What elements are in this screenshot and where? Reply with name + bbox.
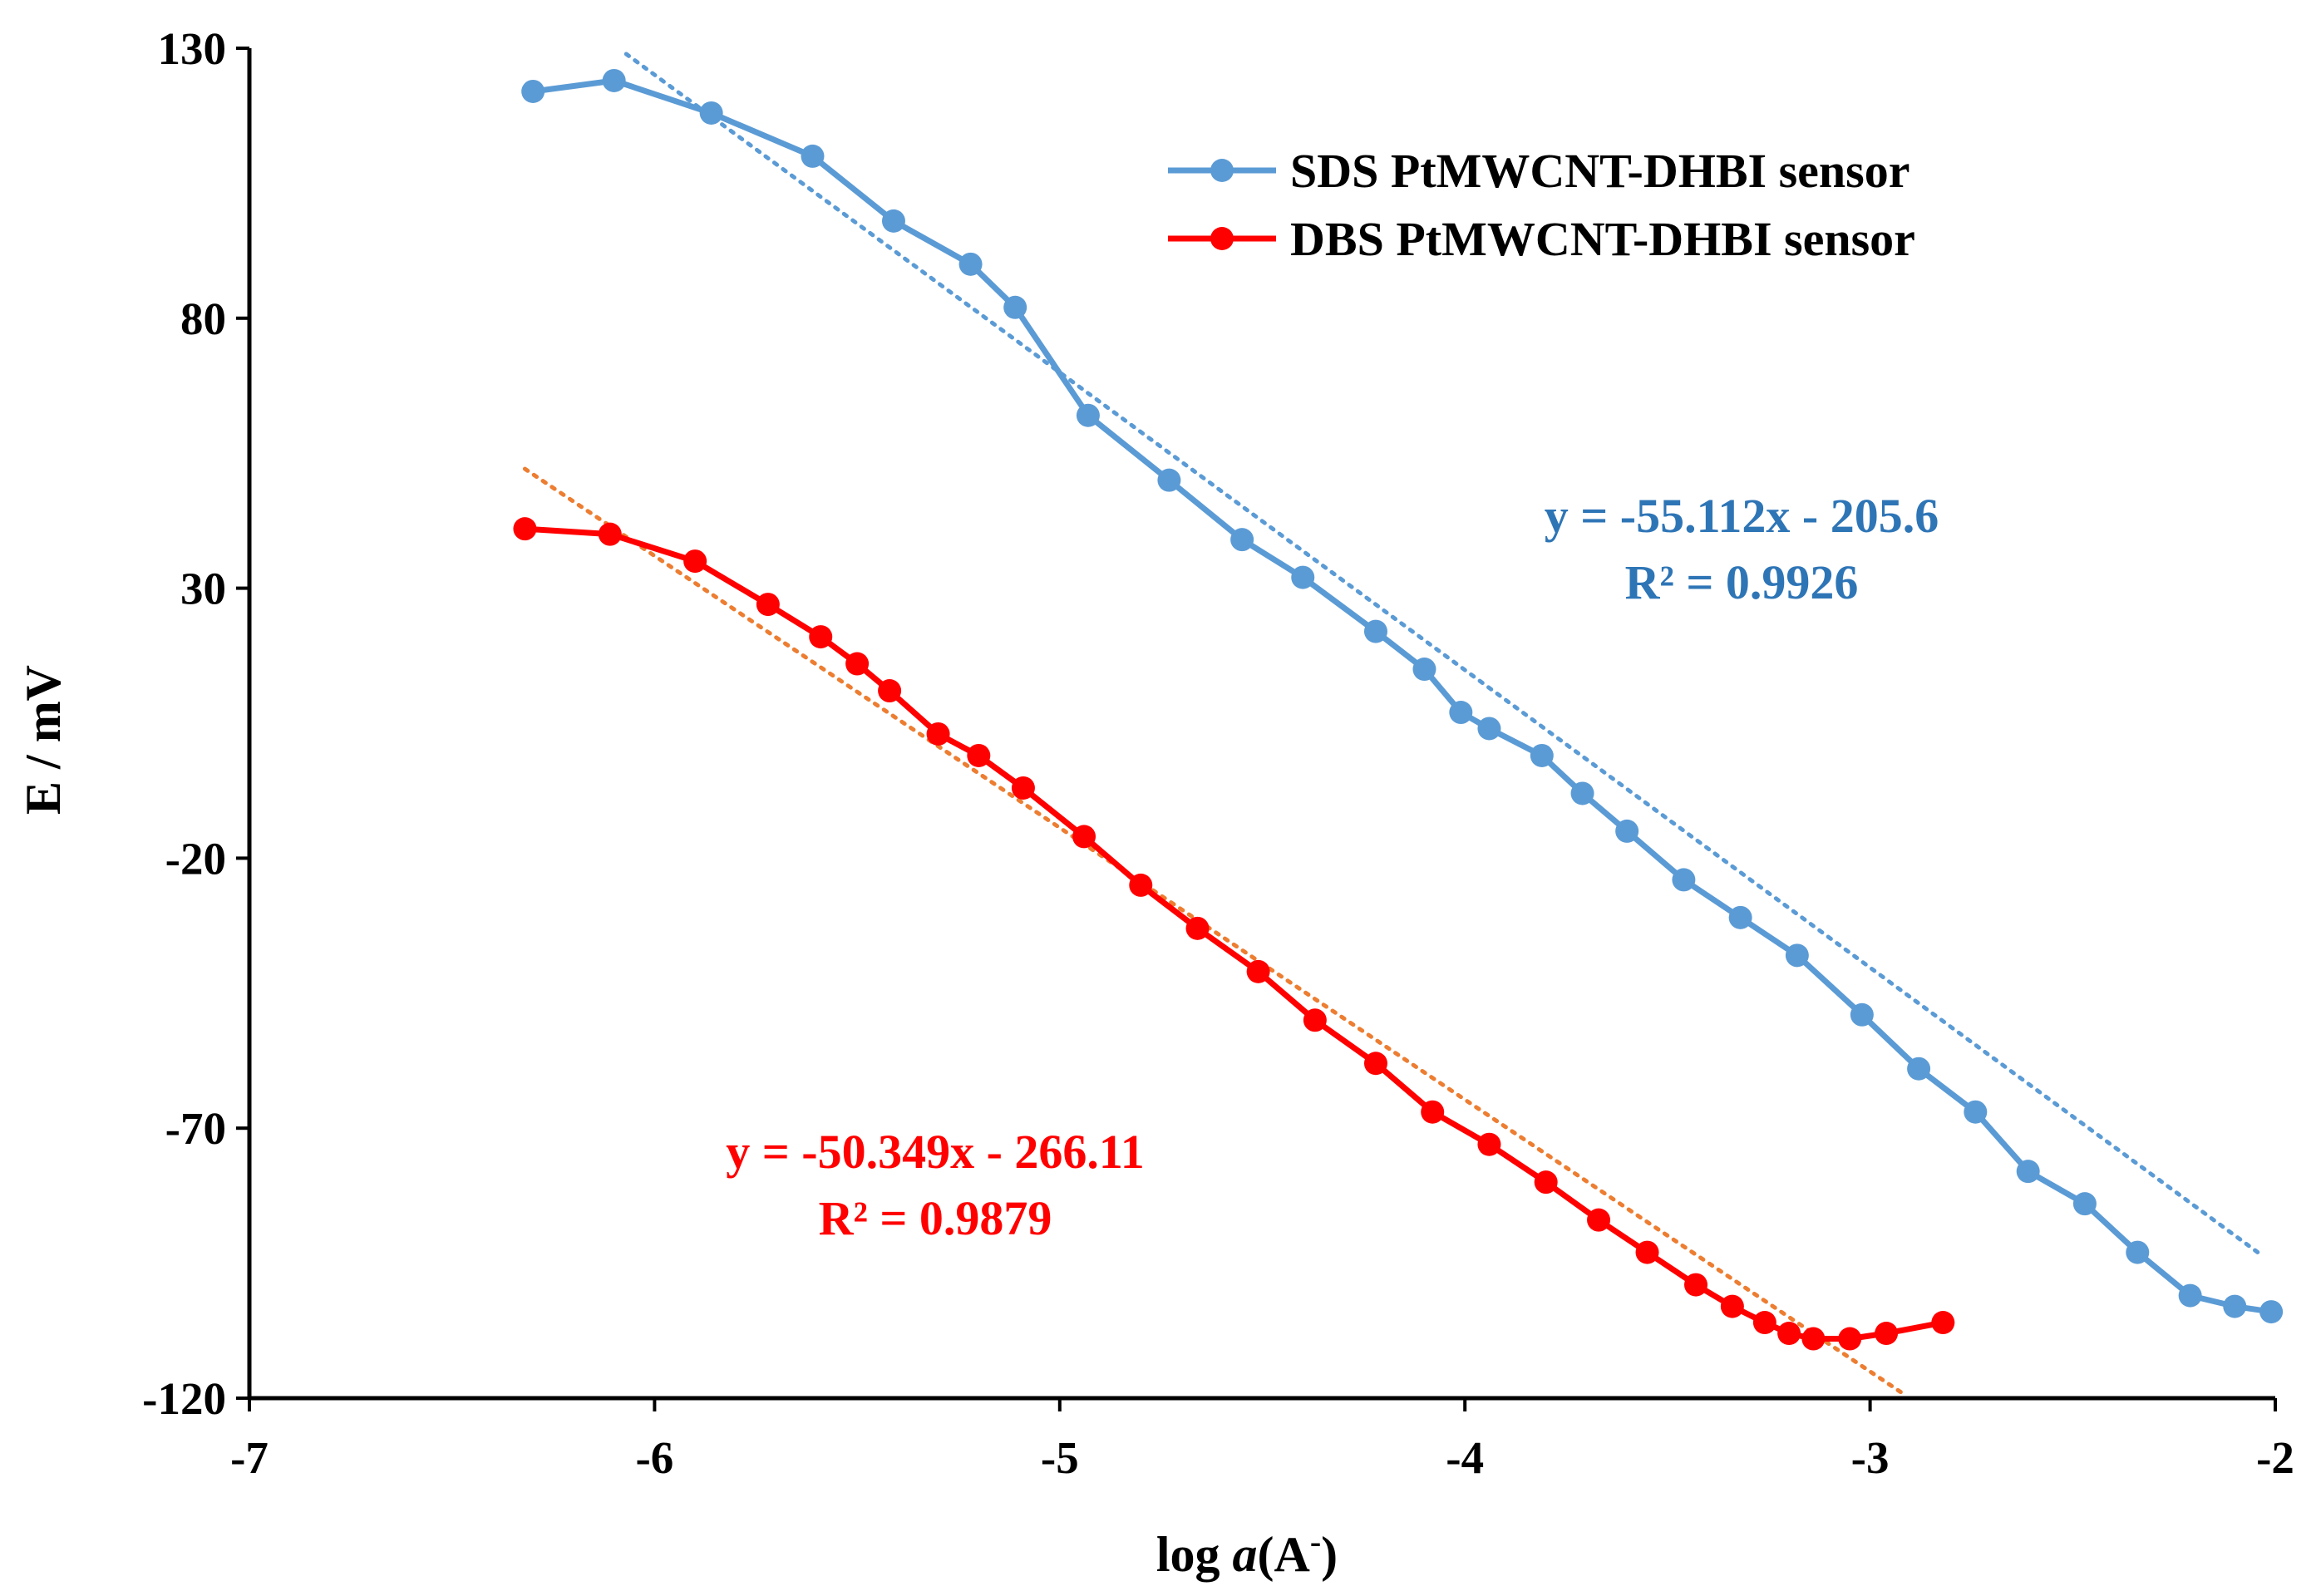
- y-tick-label: -70: [165, 1103, 226, 1154]
- data-point-sds: [1530, 743, 1554, 767]
- x-tick-label: -4: [1446, 1432, 1484, 1483]
- legend-marker-sds: [1210, 159, 1234, 182]
- y-axis-title: E / mV: [16, 665, 71, 815]
- data-point-sds: [2126, 1240, 2150, 1264]
- data-point-sds: [1785, 943, 1809, 968]
- legend-label-sds: SDS PtMWCNT-DHBI sensor: [1290, 144, 1909, 198]
- data-point-sds: [958, 252, 983, 276]
- data-point-dbs: [1129, 873, 1153, 897]
- legend-item-dbs: DBS PtMWCNT-DHBI sensor: [1168, 212, 1915, 266]
- data-point-dbs: [1185, 916, 1210, 940]
- x-tick-label: -7: [230, 1432, 269, 1483]
- trendline-sds: [623, 52, 2265, 1259]
- data-point-sds: [1363, 619, 1387, 643]
- sds-r2-text: R² = 0.9926: [1625, 555, 1859, 609]
- data-point-sds: [1964, 1100, 1988, 1124]
- data-point-dbs: [809, 625, 833, 649]
- data-point-dbs: [845, 652, 870, 676]
- data-point-sds: [1728, 905, 1752, 929]
- data-point-sds: [1449, 701, 1473, 725]
- data-point-dbs: [1587, 1208, 1611, 1232]
- data-point-dbs: [1875, 1322, 1899, 1346]
- sds-equation-annotation: y = -55.112x - 205.6 R² = 0.9926: [1545, 489, 1939, 609]
- y-tick-label: -120: [142, 1373, 226, 1424]
- data-point-sds: [1907, 1057, 1931, 1081]
- series-dbs: [513, 517, 1955, 1351]
- data-point-dbs: [878, 679, 902, 703]
- data-point-dbs: [683, 549, 707, 574]
- data-point-sds: [1230, 528, 1254, 552]
- data-point-sds: [881, 209, 905, 233]
- data-point-dbs: [1246, 959, 1270, 983]
- trendline-dbs: [522, 466, 1909, 1398]
- y-tick-label: -20: [165, 833, 226, 884]
- dbs-r2-text: R² = 0.9879: [819, 1191, 1052, 1245]
- data-point-dbs: [1720, 1294, 1744, 1318]
- data-point-sds: [1672, 868, 1696, 892]
- data-point-dbs: [1777, 1322, 1801, 1346]
- data-point-sds: [1076, 403, 1100, 427]
- x-tick-label: -3: [1851, 1432, 1890, 1483]
- y-tick-label: 80: [180, 293, 226, 344]
- dbs-equation-text: y = -50.349x - 266.11: [726, 1125, 1144, 1179]
- tick-labels: -7 -6 -5 -4 -3 -2 130 80 30 -20 -70 -120: [142, 23, 2294, 1483]
- data-point-dbs: [1477, 1132, 1501, 1156]
- data-point-sds: [1412, 658, 1436, 682]
- data-point-dbs: [1801, 1327, 1826, 1351]
- data-point-dbs: [1684, 1273, 1708, 1297]
- data-point-sds: [1291, 565, 1315, 589]
- data-point-sds: [1570, 781, 1594, 805]
- data-point-dbs: [967, 743, 991, 767]
- data-point-sds: [602, 68, 626, 92]
- data-point-dbs: [1011, 776, 1035, 800]
- data-point-dbs: [1421, 1100, 1445, 1124]
- data-point-dbs: [1303, 1008, 1327, 1032]
- data-point-dbs: [1534, 1170, 1558, 1195]
- data-point-sds: [2016, 1160, 2040, 1184]
- data-point-dbs: [1838, 1327, 1862, 1351]
- x-tick-label: -2: [2256, 1432, 2294, 1483]
- axes: [236, 47, 2277, 1411]
- data-point-sds: [2178, 1283, 2202, 1308]
- legend-marker-dbs: [1210, 227, 1234, 250]
- series-layer: [513, 68, 2284, 1351]
- data-point-dbs: [598, 522, 622, 546]
- legend-label-dbs: DBS PtMWCNT-DHBI sensor: [1290, 212, 1915, 266]
- data-point-sds: [1615, 819, 1639, 843]
- legend-item-sds: SDS PtMWCNT-DHBI sensor: [1168, 144, 1909, 198]
- data-point-sds: [1850, 1002, 1874, 1027]
- x-tick-label: -5: [1041, 1432, 1079, 1483]
- data-point-dbs: [513, 517, 537, 541]
- data-point-dbs: [1752, 1311, 1776, 1335]
- legend: SDS PtMWCNT-DHBI sensor DBS PtMWCNT-DHBI…: [1168, 144, 1915, 266]
- data-point-sds: [1157, 468, 1181, 492]
- data-point-sds: [2259, 1300, 2284, 1324]
- data-point-sds: [521, 79, 545, 103]
- data-point-sds: [2223, 1294, 2247, 1318]
- series-sds: [521, 68, 2284, 1324]
- data-point-dbs: [1072, 825, 1096, 849]
- trendlines: [522, 52, 2265, 1398]
- data-point-dbs: [1931, 1311, 1955, 1335]
- data-point-sds: [2072, 1192, 2097, 1216]
- series-line-dbs: [525, 525, 1944, 1342]
- data-point-dbs: [926, 722, 950, 746]
- y-tick-label: 30: [180, 564, 226, 614]
- data-point-sds: [1003, 295, 1027, 319]
- data-point-sds: [801, 144, 825, 168]
- sds-equation-text: y = -55.112x - 205.6: [1545, 489, 1939, 543]
- dbs-equation-annotation: y = -50.349x - 266.11 R² = 0.9879: [726, 1125, 1144, 1245]
- data-point-sds: [1477, 717, 1501, 741]
- x-axis-title: log a(A-): [1156, 1523, 1338, 1582]
- data-point-sds: [699, 101, 723, 125]
- y-tick-label: 130: [158, 23, 227, 74]
- data-point-dbs: [756, 593, 780, 617]
- x-tick-label: -6: [635, 1432, 673, 1483]
- data-point-dbs: [1363, 1052, 1387, 1076]
- data-point-dbs: [1635, 1240, 1659, 1264]
